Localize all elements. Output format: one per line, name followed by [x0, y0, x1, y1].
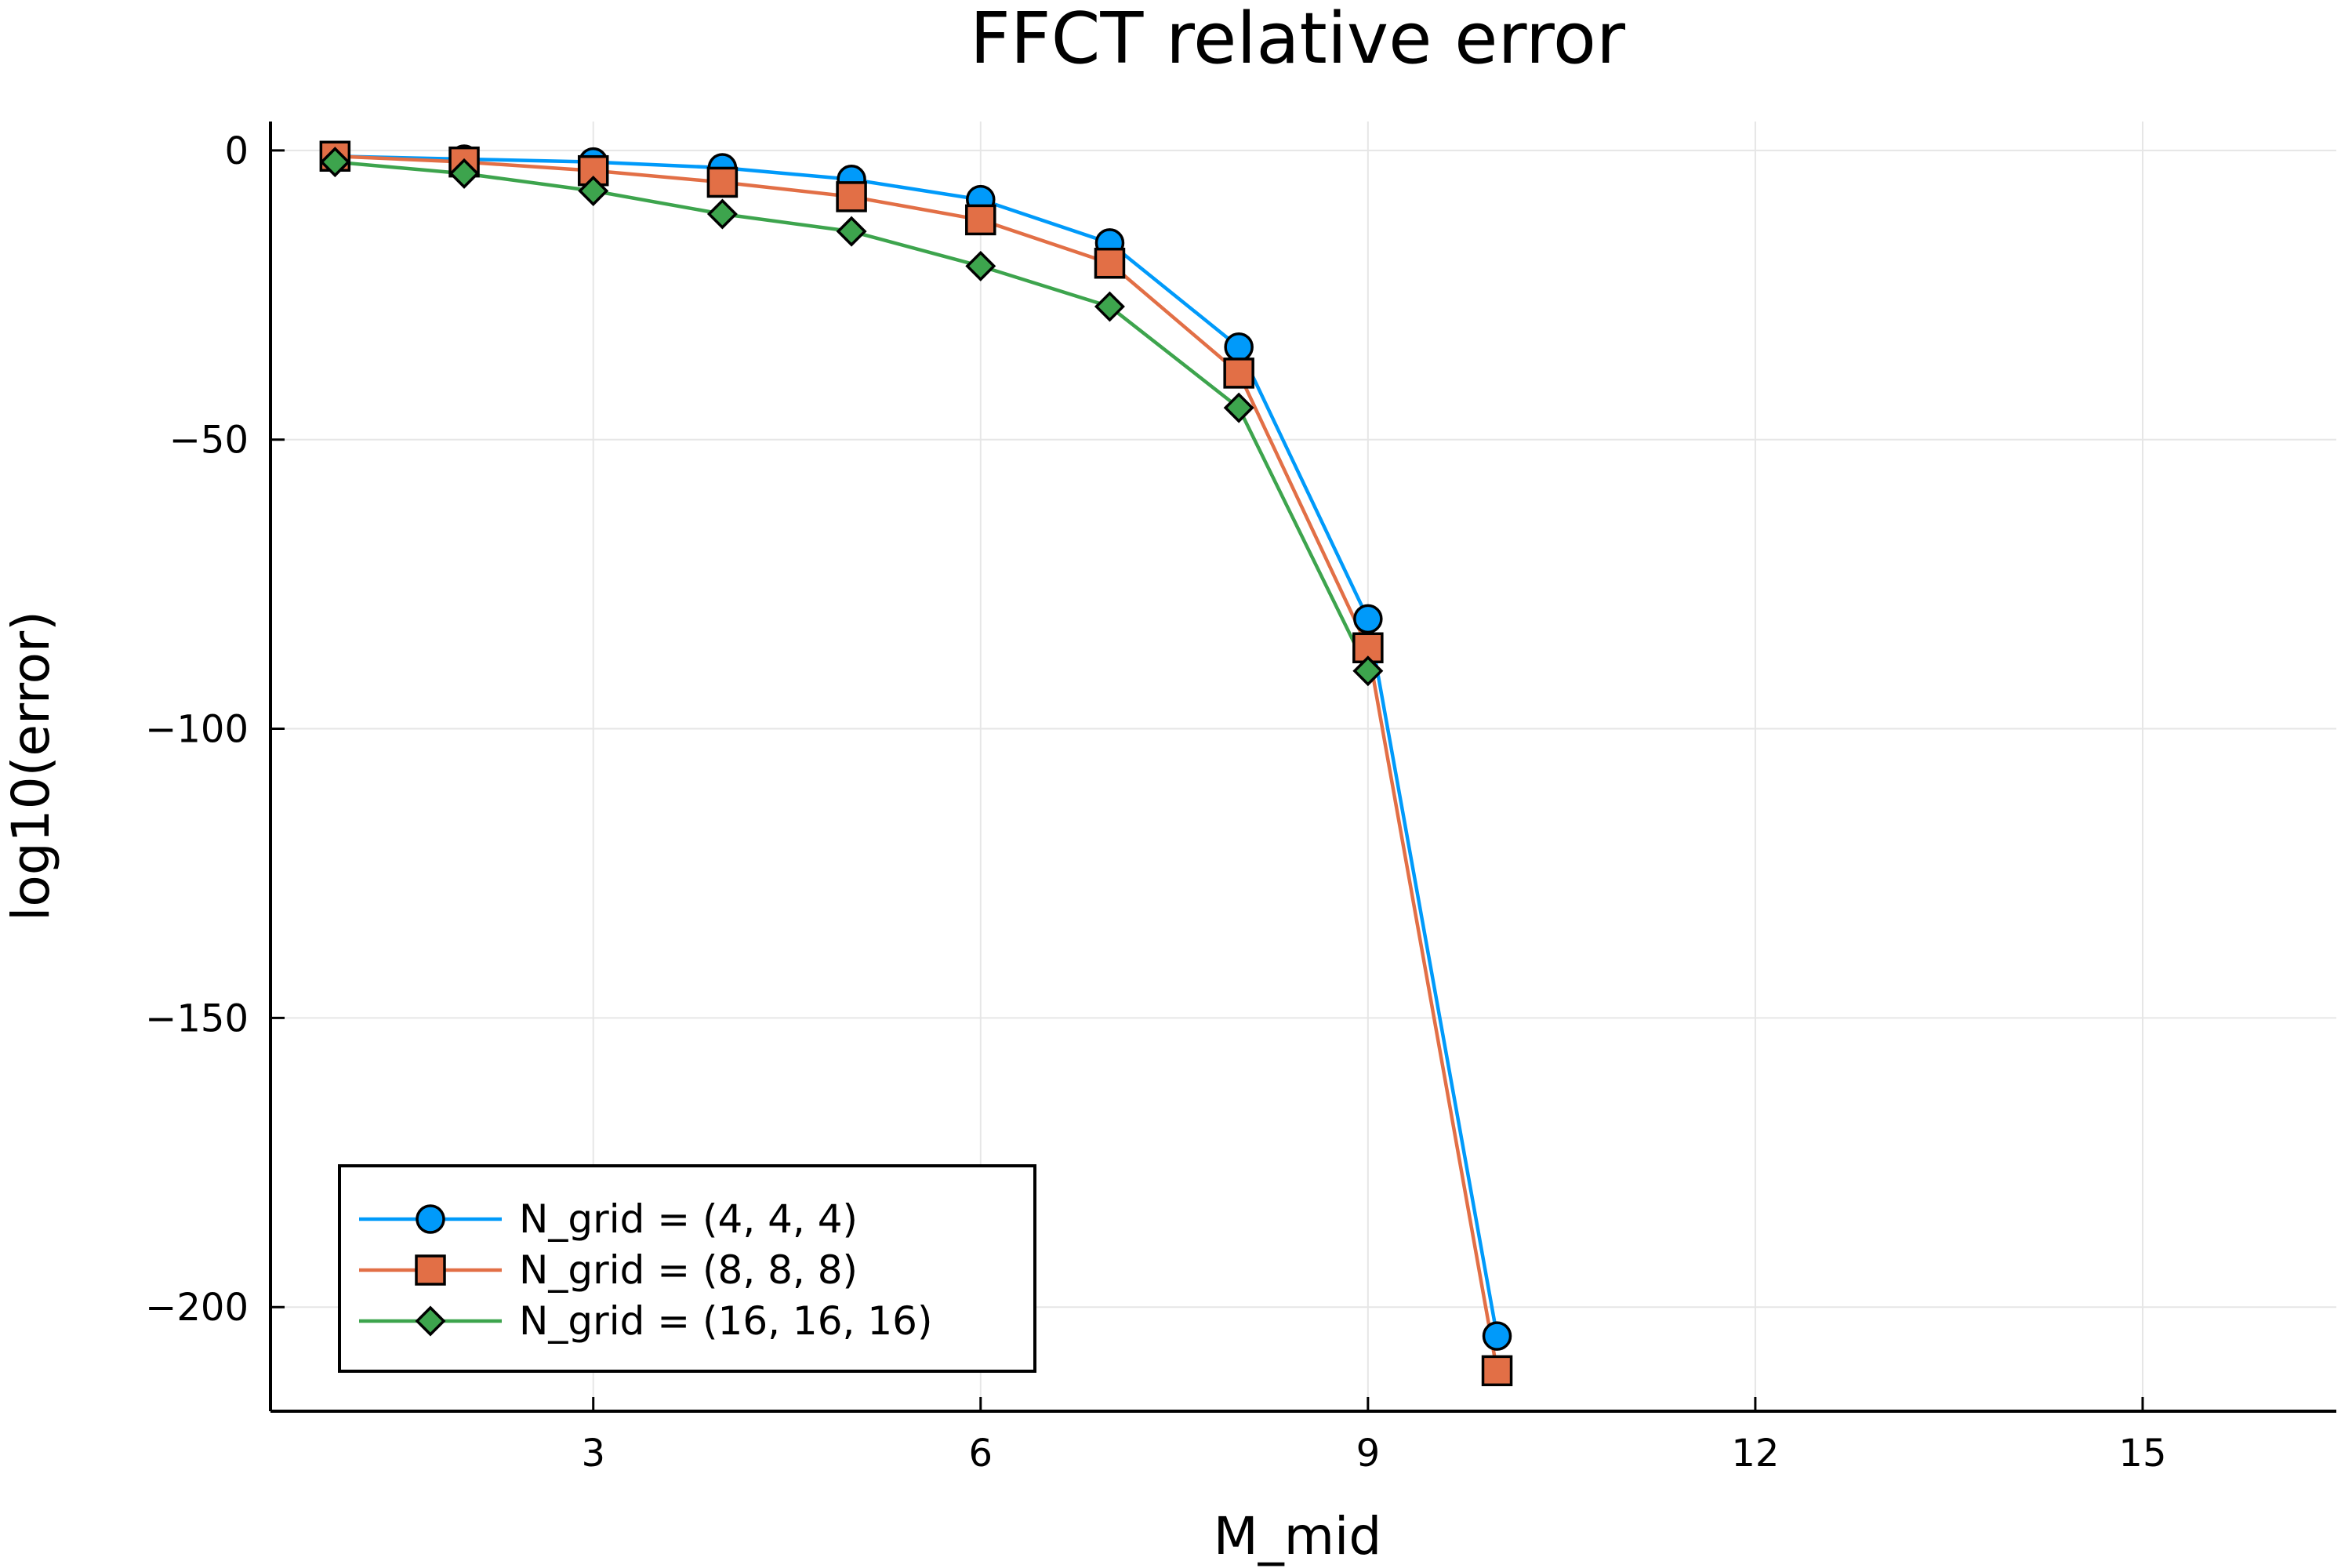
legend: N_grid = (4, 4, 4) N_grid = (8, 8, 8) N_… [338, 1164, 1036, 1373]
data-point-series-2 [706, 166, 739, 198]
x-tick-label: 9 [1356, 1432, 1381, 1475]
data-point-series-3 [706, 198, 738, 230]
y-tick-label: −100 [145, 708, 249, 752]
data-point-series-2 [965, 204, 996, 236]
data-point-series-2 [1094, 247, 1126, 279]
data-point-series-3 [319, 147, 350, 178]
x-axis-label: M_mid [1214, 1506, 1381, 1566]
x-tick-label: 6 [969, 1432, 993, 1475]
data-point-series-2 [1481, 1355, 1513, 1387]
data-point-series-3 [965, 250, 996, 281]
data-point-series-2 [1223, 358, 1254, 389]
legend-label-series-1: N_grid = (4, 4, 4) [519, 1196, 858, 1242]
y-axis-label: log10(error) [1, 611, 61, 921]
data-point-series-3 [836, 216, 867, 247]
x-tick-label: 12 [1731, 1432, 1779, 1475]
axis-ticks: 3 6 9 12 15 0 −50 −100 −150 −200 [145, 129, 2166, 1475]
data-point-series-3 [578, 176, 609, 206]
y-tick-label: −200 [145, 1286, 249, 1330]
y-tick-label: −50 [169, 419, 249, 463]
legend-marker-series-1 [416, 1204, 445, 1234]
series-line-1 [335, 154, 1499, 1337]
y-tick-label: 0 [224, 129, 249, 173]
data-point-series-3 [1094, 291, 1125, 322]
data-point-series-3 [448, 158, 480, 189]
grid-lines [270, 122, 2336, 1411]
legend-label-series-2: N_grid = (8, 8, 8) [519, 1247, 858, 1293]
legend-label-series-3: N_grid = (16, 16, 16) [519, 1298, 932, 1344]
legend-samples [359, 1204, 502, 1337]
data-point-series-3 [1352, 655, 1384, 687]
data-point-series-1 [1224, 332, 1254, 362]
series-markers [319, 140, 1513, 1387]
data-point-series-3 [1223, 392, 1254, 423]
data-point-series-2 [836, 181, 867, 212]
y-tick-label: −150 [145, 996, 249, 1040]
legend-marker-series-3 [415, 1305, 446, 1337]
series-line-2 [335, 154, 1499, 1371]
data-point-series-1 [1482, 1321, 1512, 1351]
chart-title: FFCT relative error [970, 0, 1625, 80]
legend-marker-series-2 [415, 1254, 446, 1286]
x-tick-label: 3 [581, 1432, 605, 1475]
data-point-series-1 [1353, 604, 1383, 634]
x-tick-label: 15 [2118, 1432, 2166, 1475]
